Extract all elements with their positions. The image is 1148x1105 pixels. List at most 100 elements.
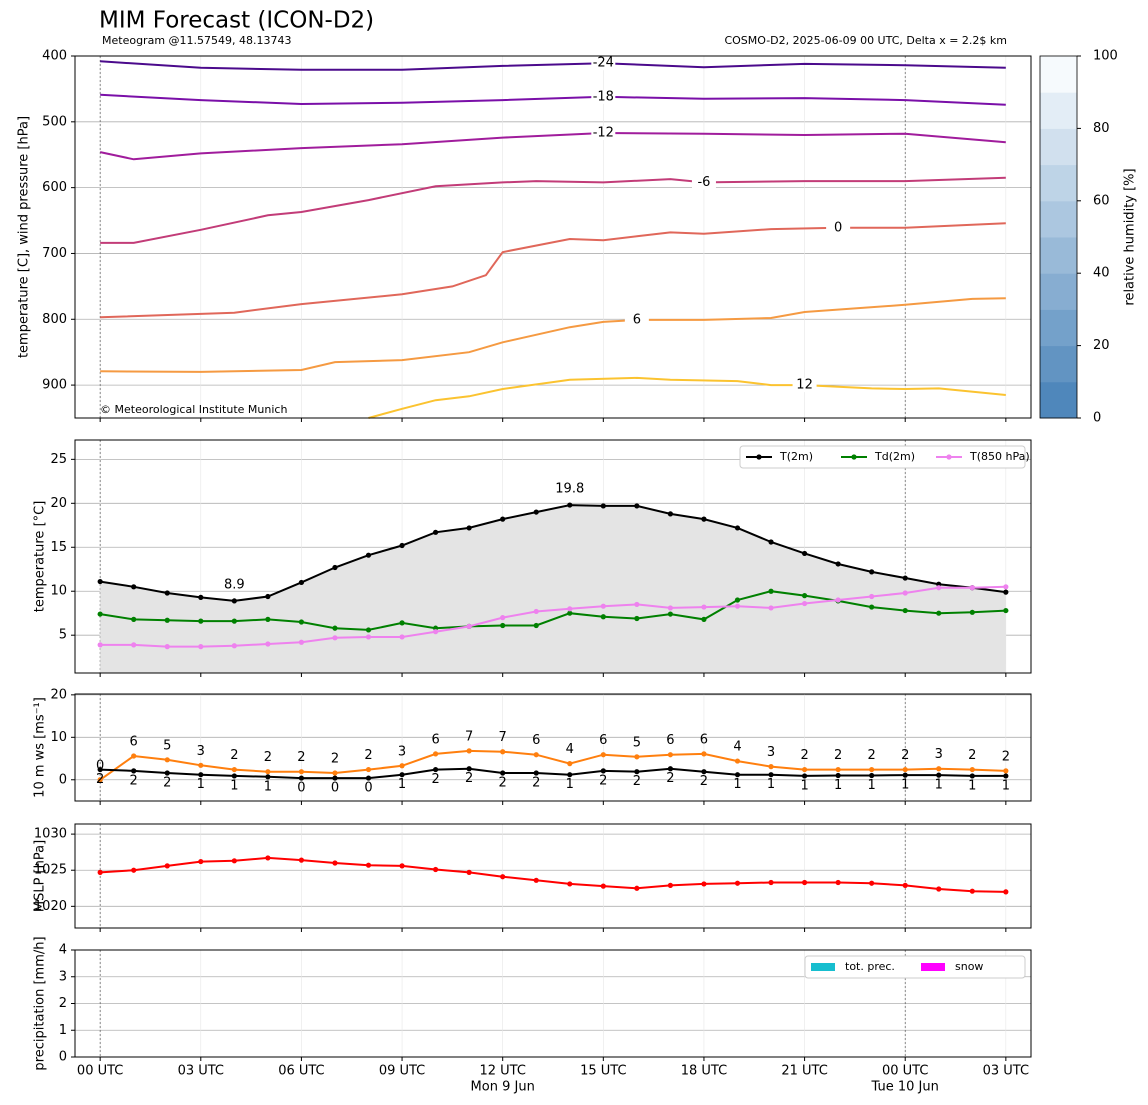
point [768, 879, 774, 886]
point [500, 874, 506, 880]
point [231, 766, 237, 773]
point [231, 598, 237, 604]
point [634, 754, 640, 760]
point [567, 606, 573, 612]
credit: © Meteorological Institute Munich [100, 403, 287, 416]
colorbar-tick-label: 60 [1093, 193, 1110, 208]
point [198, 772, 204, 778]
point [533, 509, 539, 515]
colorbar-band [1040, 128, 1077, 166]
point [466, 525, 472, 531]
legend-label: tot. prec. [845, 960, 895, 973]
point [902, 590, 908, 596]
point [365, 766, 372, 773]
value-label: 2 [264, 750, 272, 765]
point [265, 641, 271, 647]
point [902, 607, 908, 614]
point [1003, 768, 1009, 774]
point [701, 769, 707, 775]
point [198, 644, 204, 650]
colorbar-tick-label: 100 [1093, 49, 1118, 64]
point [600, 752, 606, 758]
colorbar-band [1040, 56, 1077, 93]
colorbar-band [1040, 164, 1077, 202]
point [298, 579, 305, 586]
point [667, 605, 674, 611]
x-tick-label: 06 UTC [278, 1064, 324, 1079]
value-label: 3 [767, 745, 775, 760]
annotation: 8.9 [224, 577, 245, 592]
point [936, 772, 942, 778]
annotation: 19.8 [555, 482, 584, 497]
series-line [100, 504, 1006, 602]
value-label: 3 [197, 744, 205, 759]
subtitle: Meteogram @11.57549, 48.13743 [102, 34, 292, 47]
value-label: 6 [130, 734, 138, 749]
y-tick-label: 10 [50, 584, 67, 599]
value-label: 2 [364, 748, 372, 763]
point [164, 644, 170, 650]
contour-label-bg [792, 378, 817, 393]
y-tick-label: 1030 [34, 827, 67, 842]
legend-label: snow [955, 960, 983, 973]
point [835, 879, 841, 886]
y-axis-label: MSLP [hPa] [33, 840, 48, 912]
point [97, 766, 103, 773]
point [432, 866, 439, 873]
value-label: 2 [96, 772, 104, 787]
point [365, 634, 372, 640]
point [667, 882, 674, 888]
y-tick-label: 4 [59, 943, 67, 958]
point [600, 603, 606, 609]
y-tick-label: 20 [50, 687, 67, 702]
y-axis-label: 10 m ws [ms⁻¹] [33, 697, 48, 798]
value-label: 0 [297, 781, 305, 796]
colorbar-band [1040, 200, 1077, 238]
point [936, 610, 942, 616]
x-tick-label: 15 UTC [580, 1064, 626, 1079]
value-label: 2 [499, 775, 507, 790]
point [567, 772, 573, 778]
point [701, 604, 707, 610]
colorbar-band [1040, 273, 1077, 310]
point [734, 772, 741, 778]
point [265, 616, 271, 622]
point [332, 625, 338, 631]
point [298, 619, 305, 625]
value-label: 2 [868, 748, 876, 763]
contour-label-bg [691, 175, 716, 190]
plot-frame [74, 439, 1032, 674]
point [1003, 584, 1009, 590]
point [567, 610, 573, 616]
point [768, 539, 774, 545]
point [801, 550, 808, 557]
value-label: 2 [431, 772, 439, 787]
point [768, 764, 774, 770]
value-label: 1 [935, 778, 943, 793]
colorbar-tick-label: 0 [1093, 411, 1101, 426]
point [164, 590, 170, 596]
point [835, 597, 841, 603]
point [500, 749, 506, 755]
point [164, 770, 170, 776]
x-tick-label: 00 UTC [882, 1064, 928, 1079]
point [835, 766, 841, 773]
point [97, 777, 103, 783]
point [432, 751, 439, 757]
point [801, 879, 808, 886]
chart-title: MIM Forecast (ICON-D2) [99, 8, 374, 34]
point [265, 593, 271, 600]
y-tick-label: 5 [59, 628, 67, 643]
contour-line [100, 93, 1006, 106]
point [533, 608, 539, 615]
point [131, 753, 137, 759]
legend-label: T(2m) [779, 450, 813, 463]
point [567, 881, 573, 887]
point [399, 763, 405, 769]
point [701, 881, 707, 887]
point [634, 601, 640, 608]
contour-label-bg [624, 312, 649, 327]
area-fill [100, 505, 1006, 673]
value-label: 3 [398, 744, 406, 759]
